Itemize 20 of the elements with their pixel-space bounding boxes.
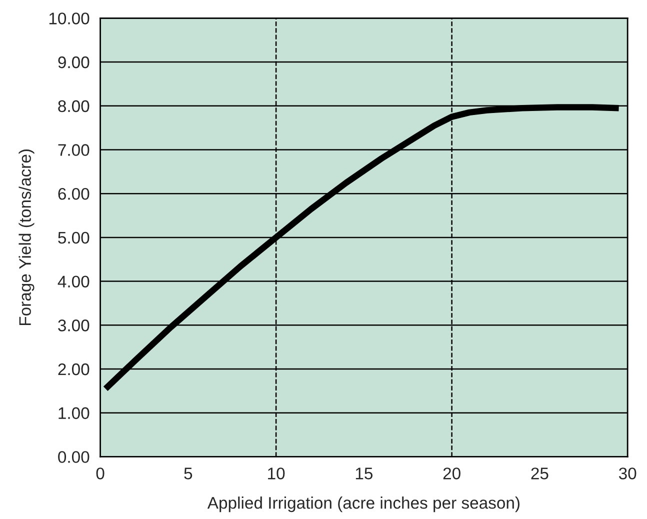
y-tick-label: 6.00 [58,188,90,200]
x-tick-label: 5 [184,468,192,480]
y-axis-title: Forage Yield (tons/acre) [18,150,34,325]
y-tick-label: 10.00 [49,12,90,24]
y-tick-label: 8.00 [58,100,90,112]
x-tick-label: 0 [96,468,104,480]
x-tick-label: 10 [268,468,285,480]
y-tick-label: 4.00 [58,276,90,288]
y-tick-label: 0.00 [58,451,90,463]
y-tick-label: 7.00 [58,144,90,156]
y-tick-label: 1.00 [58,407,90,420]
y-tick-label: 3.00 [58,320,90,332]
x-tick-label: 25 [531,468,548,480]
x-axis-title: Applied Irrigation (acre inches per season) [207,496,520,512]
y-tick-label: 5.00 [58,232,90,244]
y-tick-label: 9.00 [58,56,90,68]
x-tick-label: 15 [356,468,373,480]
x-tick-label: 20 [443,468,460,480]
x-tick-label: 30 [618,468,636,480]
y-tick-label: 2.00 [58,363,90,376]
